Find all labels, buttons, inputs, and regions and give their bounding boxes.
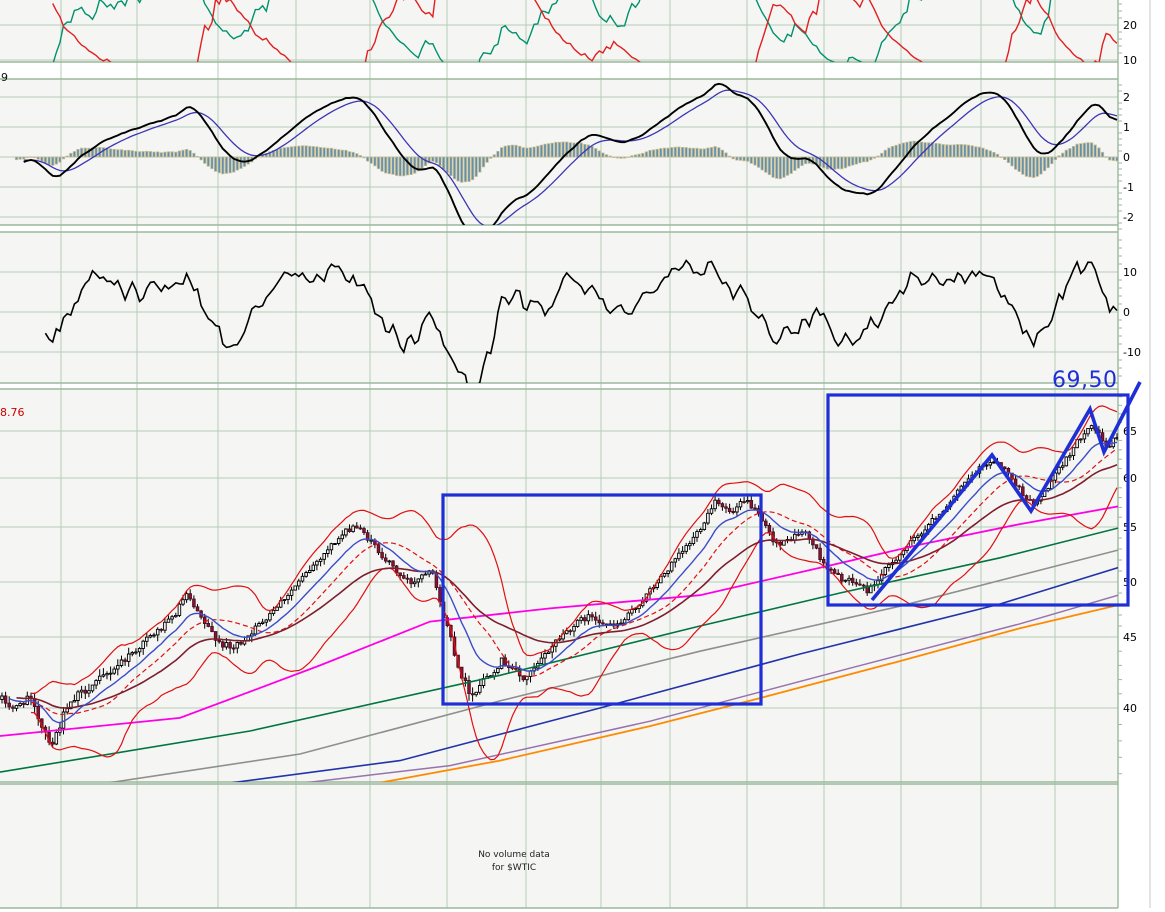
axis-tick-label: 40 — [1123, 702, 1137, 715]
axis-tick-label: 0 — [1123, 151, 1130, 164]
panel-price-layer — [0, 405, 1118, 782]
annotation-layer — [441, 381, 1142, 706]
no-volume-line1: No volume data — [478, 850, 550, 860]
partial-price-label: 8.76 — [0, 406, 25, 419]
axis-tick-label: 0 — [1123, 306, 1130, 319]
panel-roc-layer — [44, 259, 1118, 383]
panel-dmi-layer — [52, 0, 1118, 62]
price-target-label: 69,50 — [1052, 368, 1118, 393]
ma-gray — [109, 549, 1118, 782]
axis-tick-label: -1 — [1123, 181, 1134, 194]
annotation-rect-2 — [826, 393, 1130, 607]
axis-tick-label: 50 — [1123, 576, 1137, 589]
ma-navy — [231, 566, 1118, 782]
annotation-rect-1 — [441, 493, 763, 706]
no-volume-note: No volume data for $WTIC — [446, 849, 582, 875]
ma-green — [0, 527, 1118, 773]
panel-macd-layer — [14, 82, 1118, 225]
partial-axis-label: 9 — [1, 71, 8, 84]
ma-slate-purple — [305, 594, 1118, 782]
axis-tick-label: -2 — [1123, 211, 1134, 224]
axis-tick-label: 45 — [1123, 631, 1137, 644]
axis-tick-label: 65 — [1123, 425, 1137, 438]
trend-zigzag-line — [870, 381, 1142, 602]
axis-tick-label: 55 — [1123, 521, 1137, 534]
axis-tick-label: 10 — [1123, 266, 1137, 279]
background-layer — [0, 0, 1118, 908]
axis-tick-label: 1 — [1123, 121, 1130, 134]
axis-tick-label: 20 — [1123, 19, 1137, 32]
axis-tick-label: 2 — [1123, 91, 1130, 104]
axis-tick-label: 10 — [1123, 54, 1137, 67]
axis-tick-label: -10 — [1123, 346, 1141, 359]
no-volume-line2: for $WTIC — [491, 863, 537, 873]
ma-magenta — [0, 505, 1118, 737]
axis-tick-label: 60 — [1123, 472, 1137, 485]
